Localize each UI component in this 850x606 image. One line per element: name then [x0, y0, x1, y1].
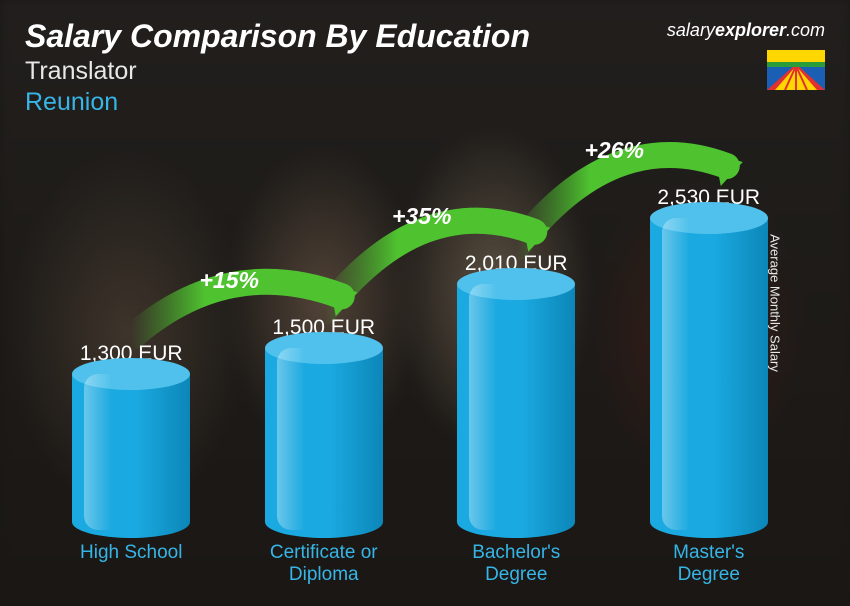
x-labels: High SchoolCertificate orDiplomaBachelor… — [35, 538, 805, 586]
arc — [35, 135, 805, 538]
region: Reunion — [25, 88, 825, 117]
x-label: High School — [35, 538, 228, 586]
flag-icon — [767, 50, 825, 90]
content: Salary Comparison By Education Translato… — [0, 0, 850, 606]
brand-bold: explorer — [715, 20, 786, 40]
brand: salaryexplorer.com — [667, 20, 825, 41]
x-label: Certificate orDiploma — [228, 538, 421, 586]
x-label: Master'sDegree — [613, 538, 806, 586]
x-label: Bachelor'sDegree — [420, 538, 613, 586]
brand-suffix: .com — [786, 20, 825, 40]
brand-thin: salary — [667, 20, 715, 40]
header: Salary Comparison By Education Translato… — [25, 18, 825, 117]
chart: 1,300 EUR1,500 EUR2,010 EUR2,530 EUR Hig… — [35, 135, 805, 586]
subtitle: Translator — [25, 57, 825, 86]
arc-label: +26% — [585, 137, 644, 164]
arc-label: +35% — [392, 203, 451, 230]
arc-label: +15% — [200, 267, 259, 294]
